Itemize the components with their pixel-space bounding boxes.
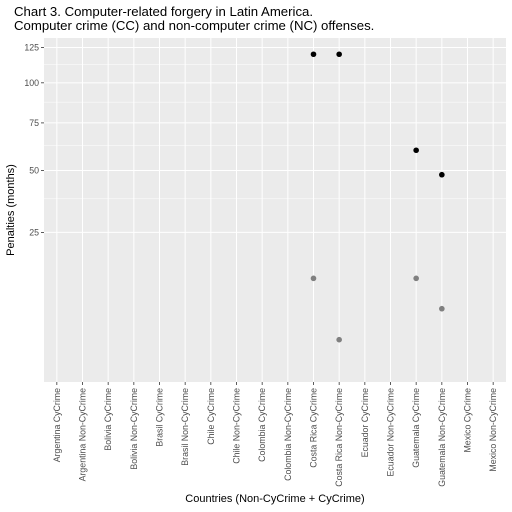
x-tick-label: Brasil Non-CyCrime — [180, 388, 190, 466]
x-tick-label: Ecuador CyCrime — [360, 388, 370, 458]
grid-minor-y — [44, 64, 506, 200]
x-tick-label: Costa Rica Non-CyCrime — [334, 388, 344, 487]
x-tick-label: Argentina Non-CyCrime — [78, 388, 88, 481]
data-point — [336, 336, 342, 343]
data-point — [336, 51, 342, 58]
y-tick-label: 75 — [29, 118, 39, 128]
x-tick-label: Costa Rica CyCrime — [309, 388, 319, 468]
y-tick-label: 25 — [29, 227, 39, 237]
data-point — [439, 305, 445, 312]
y-tick-label: 125 — [24, 43, 39, 53]
x-tick-label: Brasil CyCrime — [155, 388, 165, 447]
x-tick-label: Colombia Non-CyCrime — [283, 388, 293, 481]
y-axis: 25 50 75 100 125 — [24, 43, 44, 237]
x-tick-label: Mexico CyCrime — [463, 388, 473, 453]
x-axis: Argentina CyCrime Argentina Non-CyCrime Bo… — [52, 382, 498, 487]
x-tick-label: Colombia CyCrime — [257, 388, 267, 462]
x-tick-label: Bolivia Non-CyCrime — [129, 388, 139, 470]
data-point — [439, 171, 445, 178]
x-tick-label: Mexico Non-CyCrime — [488, 388, 498, 472]
grid-major-x — [56, 38, 494, 382]
x-tick-label: Bolivia CyCrime — [103, 388, 113, 451]
data-point — [310, 51, 317, 58]
chart-title: Chart 3. Computer-related forgery in Lat… — [14, 4, 313, 19]
x-tick-label: Guatemala CyCrime — [411, 388, 421, 468]
data-point — [310, 275, 317, 282]
data-points — [310, 51, 445, 343]
chart-subtitle: Computer crime (CC) and non-computer cri… — [14, 18, 374, 33]
y-tick-label: 100 — [24, 78, 39, 88]
grid-major-y — [44, 47, 506, 233]
plot-panel — [44, 38, 506, 382]
y-axis-title: Penalties (months) — [5, 164, 17, 256]
x-axis-title: Countries (Non-CyCrime + CyCrime) — [185, 493, 364, 505]
x-tick-label: Argentina CyCrime — [52, 388, 62, 462]
x-tick-label: Ecuador Non-CyCrime — [386, 388, 396, 477]
x-tick-label: Guatemala Non-CyCrime — [437, 388, 447, 487]
x-tick-label: Chile CyCrime — [206, 388, 216, 445]
y-tick-label: 50 — [29, 165, 39, 175]
data-point — [413, 275, 419, 282]
data-point — [413, 147, 419, 154]
x-tick-label: Chile Non-CyCrime — [232, 388, 242, 464]
